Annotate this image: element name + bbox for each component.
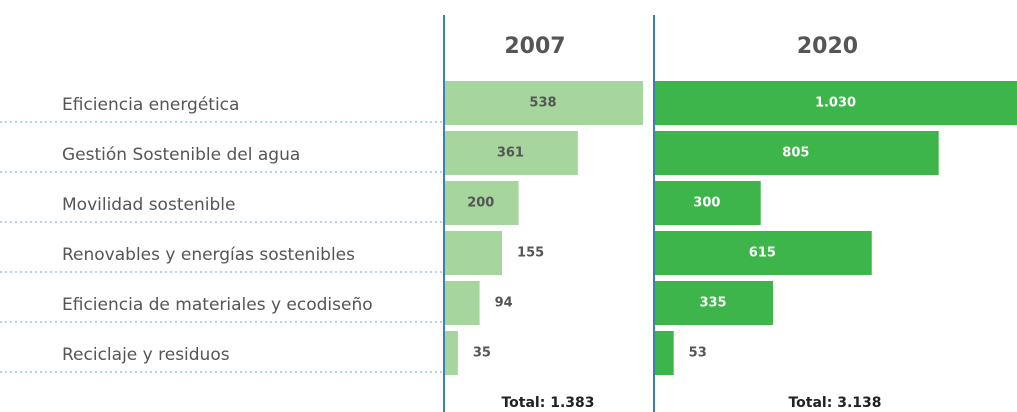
value-label: 53 — [689, 346, 707, 361]
category-label: Gestión Sostenible del agua — [62, 145, 300, 165]
legend-label: 2007 — [504, 34, 565, 59]
bar — [655, 231, 872, 275]
category-label: Renovables y energías sostenibles — [62, 245, 355, 265]
value-label: 335 — [699, 296, 726, 311]
total-label: Total: 1.383 — [501, 395, 594, 411]
value-label: 538 — [529, 96, 556, 111]
legend-label: 2020 — [797, 34, 858, 59]
category-label: Reciclaje y residuos — [62, 345, 230, 365]
value-label: 155 — [517, 246, 544, 261]
category-label: Eficiencia de materiales y ecodiseño — [62, 295, 373, 315]
category-label: Eficiencia energética — [62, 95, 239, 115]
value-label: 1.030 — [815, 96, 856, 111]
bar — [655, 331, 674, 375]
value-label: 300 — [693, 196, 720, 211]
value-label: 35 — [473, 346, 491, 361]
bar — [445, 81, 643, 125]
bar — [655, 131, 939, 175]
bar — [445, 131, 578, 175]
bar — [445, 281, 480, 325]
bar — [655, 281, 774, 325]
value-label: 361 — [497, 146, 524, 161]
value-label: 615 — [749, 246, 776, 261]
total-label: Total: 3.138 — [788, 395, 881, 411]
value-label: 805 — [782, 146, 809, 161]
value-label: 200 — [467, 196, 494, 211]
category-label: Movilidad sostenible — [62, 195, 235, 215]
bar — [655, 181, 761, 225]
bar — [445, 181, 519, 225]
bar — [655, 81, 1017, 125]
bar — [445, 331, 458, 375]
bar — [445, 231, 503, 275]
value-label: 94 — [495, 296, 513, 311]
